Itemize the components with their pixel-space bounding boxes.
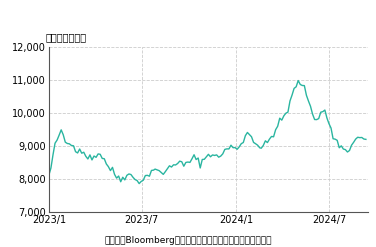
Text: 指標価格（LME3ヶ月先物価格）: 指標価格（LME3ヶ月先物価格） <box>6 10 133 22</box>
Text: （ドル／トン）: （ドル／トン） <box>46 32 87 42</box>
Text: （出所：Bloombergより住友商事グローバルリサーチ作成）: （出所：Bloombergより住友商事グローバルリサーチ作成） <box>104 236 272 245</box>
